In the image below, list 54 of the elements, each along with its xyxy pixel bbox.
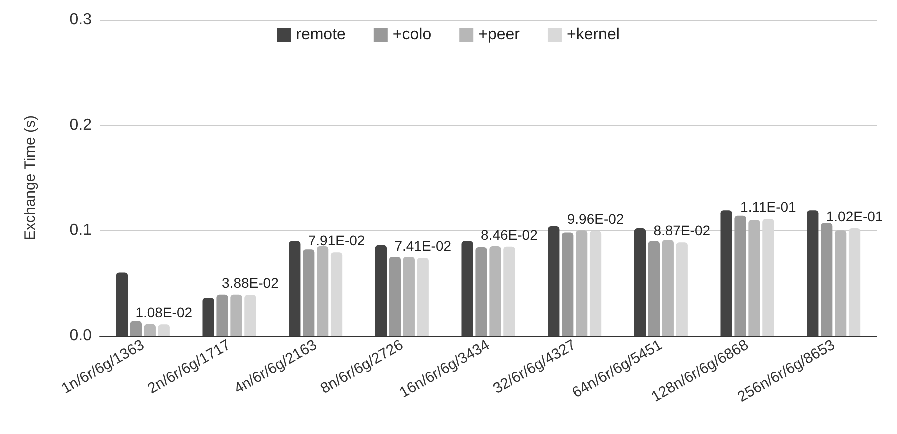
bar	[562, 232, 574, 336]
bar	[720, 210, 732, 336]
bar	[648, 241, 660, 336]
bar	[330, 252, 343, 336]
bar	[504, 246, 516, 336]
bar	[590, 231, 602, 336]
bar	[462, 241, 474, 336]
y-tick-label: 0.1	[70, 222, 92, 240]
bar	[417, 258, 429, 336]
data-label: 1.08E-02	[136, 304, 193, 321]
bar	[548, 226, 560, 336]
bar	[244, 295, 256, 336]
bar	[216, 294, 228, 336]
bar	[389, 257, 402, 336]
data-label: 8.87E-02	[654, 222, 711, 239]
y-tick-label: 0.0	[70, 328, 92, 344]
bar	[158, 324, 170, 336]
data-label: 9.96E-02	[567, 211, 624, 228]
data-label: 7.41E-02	[394, 238, 452, 254]
bar	[375, 245, 388, 336]
y-axis-title: Exchange Time (s)	[22, 115, 39, 241]
bar	[202, 298, 214, 336]
bar	[476, 248, 488, 336]
legend-label: +peer	[478, 26, 521, 44]
bar	[807, 210, 819, 336]
bar	[676, 242, 688, 336]
bar	[762, 219, 774, 336]
legend-label: remote	[296, 26, 346, 44]
bar	[634, 228, 646, 336]
data-label: 1.11E-01	[740, 199, 797, 216]
bar	[748, 220, 760, 336]
legend-label: +colo	[392, 26, 432, 44]
bar	[116, 272, 128, 336]
data-label: 1.02E-01	[826, 208, 884, 225]
bar	[576, 230, 588, 336]
bar	[848, 228, 861, 336]
y-tick-label: 0.2	[70, 116, 92, 134]
y-tick-label: 0.3	[70, 12, 92, 28]
bar	[289, 241, 301, 336]
bar	[834, 230, 847, 336]
bar	[662, 240, 674, 336]
data-label: 7.91E-02	[308, 232, 366, 249]
bar	[316, 246, 329, 336]
bar	[821, 223, 833, 336]
bar	[734, 216, 746, 336]
data-label: 3.88E-02	[222, 275, 280, 292]
legend-label: +kernel	[566, 26, 620, 44]
bar	[130, 321, 142, 336]
bar	[490, 246, 502, 336]
bar	[230, 294, 242, 336]
bar	[144, 324, 156, 336]
bar	[403, 257, 415, 336]
data-label: 8.46E-02	[481, 226, 538, 243]
bar	[303, 250, 315, 336]
